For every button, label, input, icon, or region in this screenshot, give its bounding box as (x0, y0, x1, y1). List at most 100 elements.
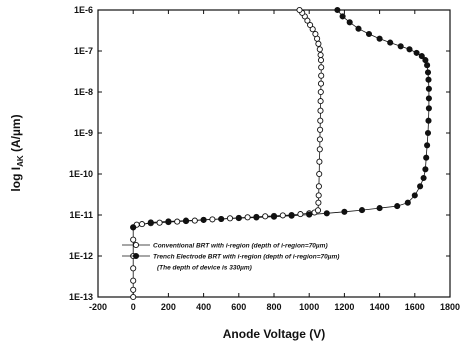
y-axis-title-unit: (A/µm) (9, 114, 23, 155)
data-point-conventional (317, 126, 324, 133)
data-point-conventional (130, 265, 137, 272)
data-point-trench (306, 211, 313, 218)
data-point-trench (424, 69, 432, 76)
data-point-trench (130, 224, 137, 231)
x-axis-title: Anode Voltage (V) (223, 327, 325, 341)
data-point-trench (424, 142, 431, 149)
data-point-conventional (130, 286, 137, 293)
data-point-trench (339, 13, 346, 20)
data-point-conventional (226, 215, 234, 222)
data-point-conventional (304, 17, 311, 24)
data-point-conventional (309, 26, 316, 33)
data-point-conventional (317, 107, 324, 114)
data-point-trench (235, 215, 242, 222)
x-tick-label: 400 (196, 302, 211, 312)
data-point-trench (417, 183, 424, 190)
data-point-trench (346, 19, 353, 26)
data-point-trench (376, 205, 383, 212)
legend-label-conventional: Conventional BRT with i-region (depth of… (153, 243, 328, 250)
svg-text:log IAK (A/µm): log IAK (A/µm) (9, 114, 25, 191)
data-point-trench (355, 25, 362, 32)
data-point-conventional (317, 51, 324, 59)
data-point-conventional (156, 219, 163, 226)
axis-tick-labels: -200 0 200 400 600 800 1000 1200 1400 1600 1800 1E-… (69, 5, 460, 312)
data-point-trench (218, 215, 225, 223)
data-point-conventional (130, 277, 137, 284)
axis-ticks (97, 9, 451, 298)
data-point-conventional (307, 21, 314, 29)
data-point-conventional (315, 40, 322, 47)
data-point-trench (253, 214, 260, 221)
data-point-conventional (316, 46, 323, 53)
data-point-trench (420, 174, 427, 182)
data-point-conventional (209, 216, 216, 223)
legend-label-trench: Trench Electrode BRT with i-region (dept… (153, 254, 339, 261)
data-point-conventional (316, 158, 323, 165)
data-point-conventional (318, 64, 325, 71)
y-tick-label: 1E-11 (69, 210, 93, 220)
data-point-trench (182, 217, 190, 224)
data-point-conventional (297, 211, 304, 218)
legend-note-device-depth: (The depth of device is 330µm) (157, 265, 252, 272)
y-axis-title-sub: AK (16, 155, 25, 167)
y-tick-label: 1E-13 (69, 292, 93, 302)
x-tick-label: 1400 (370, 302, 390, 312)
data-point-conventional (312, 30, 319, 38)
data-point-conventional (317, 80, 325, 87)
data-point-trench (387, 39, 394, 46)
data-point-trench (418, 53, 425, 60)
data-point-trench (341, 208, 348, 215)
x-tick-label: 800 (266, 302, 281, 312)
data-point-conventional (315, 192, 322, 199)
x-tick-label: 1800 (440, 302, 460, 312)
y-axis-title-main: log I (9, 167, 23, 192)
y-tick-label: 1E-9 (74, 128, 93, 138)
data-point-conventional (316, 136, 323, 143)
data-point-trench (397, 43, 404, 50)
y-tick-label: 1E-7 (74, 46, 93, 56)
data-point-conventional (315, 183, 322, 190)
data-point-trench (422, 57, 429, 64)
x-tick-label: 1200 (334, 302, 354, 312)
legend-marker-filled-circle (132, 252, 140, 260)
data-point-conventional (262, 213, 269, 220)
data-point-trench (422, 166, 429, 173)
data-point-conventional (130, 236, 137, 243)
x-tick-label: 600 (231, 302, 246, 312)
data-point-trench (425, 76, 432, 83)
x-tick-label: 1600 (405, 302, 425, 312)
data-point-trench (147, 219, 154, 226)
data-point-trench (288, 212, 295, 219)
y-axis-title: log IAK (A/µm) (9, 114, 25, 191)
legend-item-conventional: Conventional BRT with i-region (depth of… (122, 241, 328, 250)
x-tick-label: -200 (89, 302, 107, 312)
data-point-conventional (317, 98, 324, 105)
data-point-conventional (138, 221, 146, 228)
x-tick-label: 0 (131, 302, 136, 312)
data-point-trench (165, 218, 172, 225)
data-point-conventional (318, 72, 325, 79)
data-point-conventional (316, 146, 323, 153)
x-tick-label: 200 (161, 302, 176, 312)
data-point-trench (334, 6, 341, 14)
data-point-trench (323, 210, 330, 217)
data-point-trench (424, 62, 431, 69)
data-point-trench (413, 49, 420, 56)
x-tick-label: 1000 (299, 302, 319, 312)
y-tick-label: 1E-6 (74, 5, 93, 15)
data-point-trench (423, 154, 430, 161)
data-point-trench (425, 105, 432, 112)
data-point-trench (411, 192, 418, 199)
data-point-trench (425, 117, 432, 124)
data-point-conventional (314, 207, 322, 214)
data-point-conventional (316, 170, 323, 178)
data-point-conventional (317, 57, 325, 64)
data-point-trench (200, 216, 207, 223)
data-point-trench (425, 85, 432, 92)
data-point-conventional (279, 212, 286, 219)
data-point-trench (425, 95, 432, 102)
data-point-conventional (244, 214, 251, 221)
data-point-conventional (317, 117, 324, 124)
series-line-1 (133, 9, 430, 228)
